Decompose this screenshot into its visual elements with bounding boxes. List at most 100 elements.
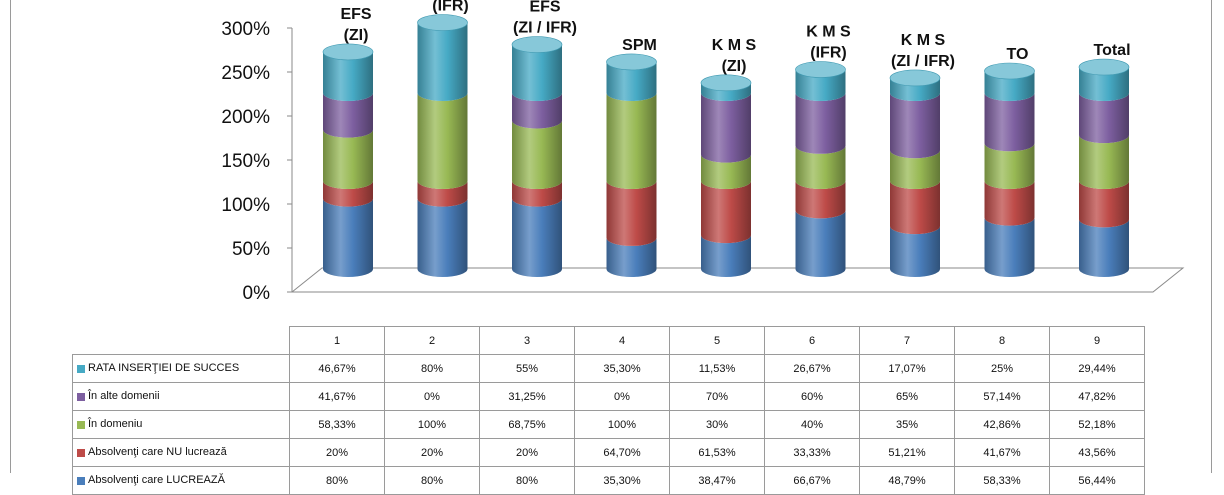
bar-label: EFS (ZI) xyxy=(340,6,371,44)
cylinder-bar xyxy=(984,62,1035,277)
data-cell: 0% xyxy=(384,382,480,411)
data-cell: 35% xyxy=(859,410,955,439)
category-label: 8 xyxy=(954,326,1050,355)
legend-entry: În alte domenii xyxy=(72,382,290,411)
legend-entry: Absolvenţi care NU lucrează xyxy=(72,438,290,467)
bar-label-line: (ZI / IFR) xyxy=(513,20,577,37)
data-cell: 80% xyxy=(289,466,385,495)
data-cell: 0% xyxy=(574,382,670,411)
bar-segment xyxy=(984,181,1035,226)
bar-segment xyxy=(323,51,373,101)
y-tick-label: 100% xyxy=(221,195,270,216)
data-cell: 35,30% xyxy=(574,466,670,495)
y-tick-label: 0% xyxy=(243,283,271,304)
data-cell: 20% xyxy=(289,438,385,467)
bar-label-line: (ZI / IFR) xyxy=(891,53,955,70)
bar-segment xyxy=(323,198,373,277)
cylinder-top-cap xyxy=(1078,58,1130,76)
cylinder-bar xyxy=(1078,58,1130,277)
data-cell: 31,25% xyxy=(479,382,575,411)
data-cell: 57,14% xyxy=(954,382,1050,411)
data-table: 1 2 3 4 5 6 7 8 9 RATA INSERŢIEI DE SUCCES 46,67% 8… xyxy=(72,326,1145,495)
bar-label: K M S (IFR) xyxy=(806,24,851,62)
legend-key-swatch xyxy=(77,448,85,457)
cylinder-top-cap xyxy=(511,36,563,53)
bar-label-line: TO xyxy=(1007,46,1029,63)
data-cell: 20% xyxy=(479,438,575,467)
cylinder-top-cap xyxy=(606,53,657,71)
data-cell: 60% xyxy=(764,382,860,411)
legend-key-swatch xyxy=(77,364,85,373)
bar-segment xyxy=(512,120,562,189)
data-cell: 70% xyxy=(669,382,765,411)
bar-label: EFS(IFR) xyxy=(432,0,468,15)
data-cell: 65% xyxy=(859,382,955,411)
data-cell: 68,75% xyxy=(479,410,575,439)
bar-segment xyxy=(984,71,1035,101)
legend-key-swatch xyxy=(77,392,85,401)
data-cell: 11,53% xyxy=(669,354,765,383)
bar-segment xyxy=(701,82,751,101)
cylinder-top-cap xyxy=(322,43,374,61)
legend-label: RATA INSERŢIEI DE SUCCES xyxy=(88,362,240,375)
cylinder-bar xyxy=(511,36,563,277)
data-cell: 80% xyxy=(479,466,575,495)
data-cell: 48,79% xyxy=(859,466,955,495)
bar-segment xyxy=(890,181,940,235)
cylinder-bar xyxy=(322,43,374,277)
data-cell: 100% xyxy=(574,410,670,439)
bar-segment xyxy=(323,93,373,138)
bar-segment xyxy=(1079,67,1129,101)
data-cell: 35,30% xyxy=(574,354,670,383)
bar-segment xyxy=(1079,181,1129,228)
legend-label: În domeniu xyxy=(88,418,143,431)
bar-label-line: (IFR) xyxy=(810,45,846,62)
cylinder-bar xyxy=(606,53,657,277)
bar-segment xyxy=(417,198,468,277)
y-tick-label: 250% xyxy=(221,63,270,84)
bar-segment xyxy=(1079,219,1129,277)
data-cell: 41,67% xyxy=(289,382,385,411)
bar-segment xyxy=(512,44,562,101)
chart-floor xyxy=(290,267,1185,293)
table-row: RATA INSERŢIEI DE SUCCES 46,67% 80% 55% 35,3… xyxy=(72,354,1145,383)
bar-label: TO xyxy=(1007,46,1029,63)
legend-entry: În domeniu xyxy=(72,410,290,439)
cylinder-top-cap xyxy=(984,62,1035,80)
bar-label: K M S (ZI / IFR) xyxy=(891,32,955,70)
legend-key-swatch xyxy=(77,476,85,485)
bar-label-line: (IFR) xyxy=(432,0,468,15)
bar-segment xyxy=(890,150,940,189)
bar-segment xyxy=(795,145,846,189)
cylinder-bar xyxy=(795,61,846,277)
category-label: 6 xyxy=(764,326,860,355)
frame-right-border xyxy=(1211,0,1212,473)
category-label: 1 xyxy=(289,326,385,355)
bar-label-line: (ZI) xyxy=(344,27,369,44)
bar-label: Total xyxy=(1093,42,1130,59)
data-cell: 26,67% xyxy=(764,354,860,383)
data-cell: 56,44% xyxy=(1049,466,1145,495)
legend-key-swatch xyxy=(77,420,85,429)
data-cell: 51,21% xyxy=(859,438,955,467)
bar-segment xyxy=(984,217,1035,277)
bar-segment xyxy=(701,235,751,277)
category-label: 3 xyxy=(479,326,575,355)
bar-label-line: K M S xyxy=(712,37,757,54)
bar-segment xyxy=(606,181,657,246)
bar-segment xyxy=(795,181,846,219)
data-cell: 38,47% xyxy=(669,466,765,495)
bar-label-line: EFS xyxy=(340,6,371,23)
bar-segment xyxy=(512,93,562,129)
legend-label: Absolvenţi care NU lucrează xyxy=(88,446,227,459)
bar-segment xyxy=(795,93,846,154)
bar-segment xyxy=(890,226,940,277)
cylinder-bar xyxy=(417,14,468,277)
bar-segment xyxy=(984,143,1035,189)
bar-segment xyxy=(606,237,657,277)
data-cell: 47,82% xyxy=(1049,382,1145,411)
data-cell: 33,33% xyxy=(764,438,860,467)
bar-label-line: EFS xyxy=(529,0,560,16)
y-tick-label: 200% xyxy=(221,107,270,128)
legend-entry: Absolvenţi care LUCREAZĂ xyxy=(72,466,290,495)
